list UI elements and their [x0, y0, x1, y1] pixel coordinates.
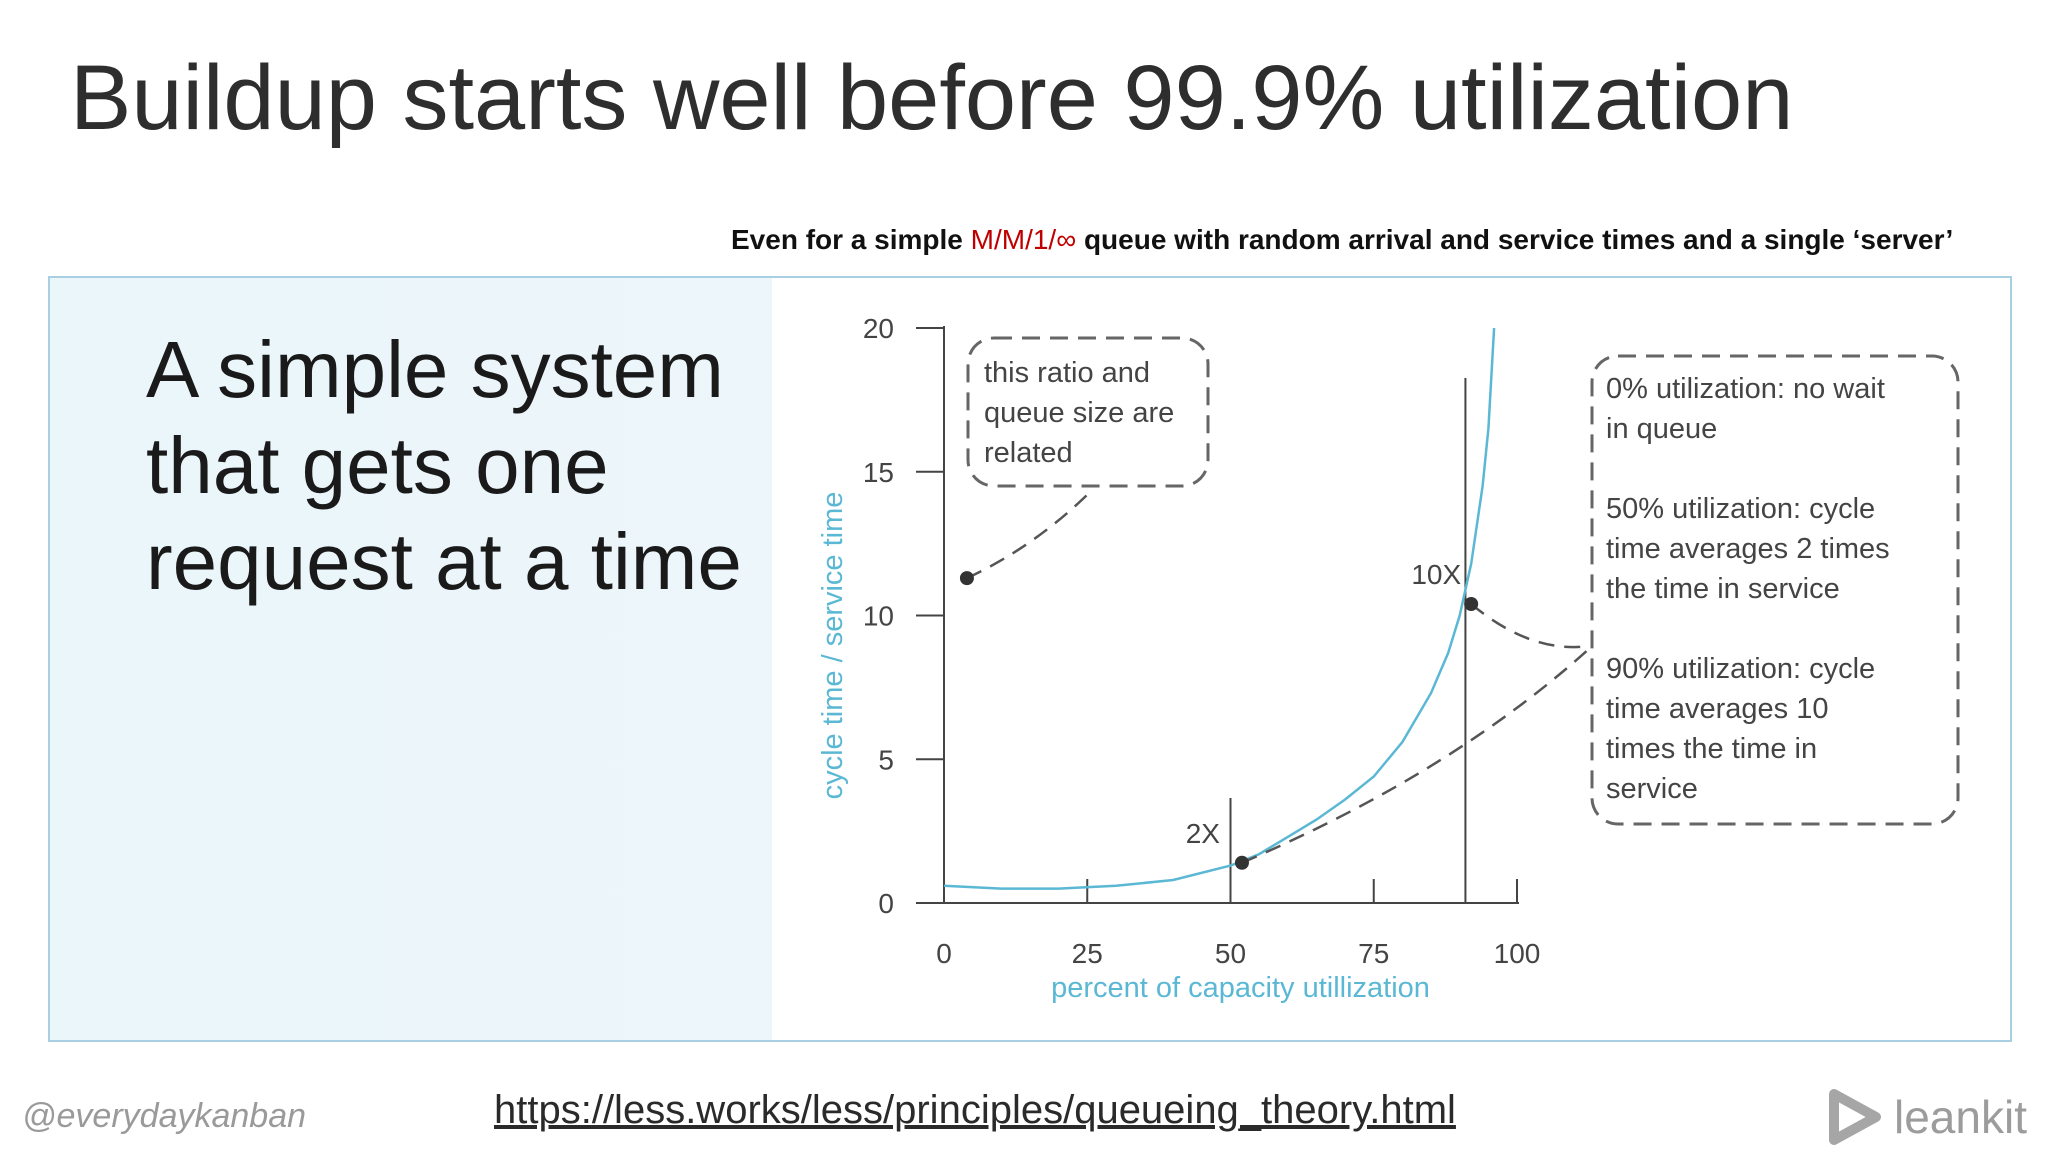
- footer-handle: @everydaykanban: [22, 1097, 307, 1135]
- x-tick-label: 25: [1072, 938, 1103, 969]
- util-note-line: in queue: [1606, 413, 1717, 445]
- subtitle-queue-notation: M/M/1/∞: [970, 224, 1077, 255]
- util-note-line: time averages 2 times: [1606, 533, 1890, 565]
- x-tick-label: 50: [1215, 938, 1246, 969]
- util-notes-box: [1590, 354, 1960, 826]
- system-description: A simple system that gets one request at…: [146, 325, 742, 606]
- y-tick-label: 0: [878, 888, 894, 919]
- ratio-note-line: queue size are: [984, 397, 1174, 429]
- util-note-line: service: [1606, 773, 1698, 805]
- y-tick-label: 5: [878, 744, 894, 775]
- cycle-time-line: [943, 327, 1496, 890]
- util-note-line: times the time in: [1606, 733, 1817, 765]
- source-link[interactable]: https://less.works/less/principles/queue…: [494, 1088, 1456, 1132]
- brand: leankit: [1826, 1082, 2027, 1152]
- marker-label: 10X: [1411, 559, 1461, 590]
- marker-point: [1234, 855, 1249, 870]
- brand-name: leankit: [1894, 1091, 2027, 1143]
- x-tick-label: 75: [1358, 938, 1389, 969]
- marker-point: [1464, 597, 1479, 611]
- x-tick-label: 100: [1494, 938, 1541, 969]
- leader-50pct: [1241, 647, 1591, 864]
- y-tick-label: 10: [863, 601, 894, 632]
- x-tick-label: 0: [936, 938, 952, 969]
- leader-90pct: [1470, 603, 1591, 649]
- subtitle-suffix: queue with random arrival and service ti…: [1076, 224, 1954, 255]
- marker-label: 2X: [1186, 818, 1221, 849]
- marker-point: [959, 571, 974, 586]
- leankit-logo-icon: [1829, 1089, 1881, 1145]
- util-note-line: the time in service: [1606, 573, 1840, 605]
- ratio-note-line: related: [984, 437, 1073, 469]
- util-note-line: 0% utilization: no wait: [1606, 373, 1885, 405]
- queueing-chart: 0 5 10 15 20 0 25 50 75 100 percent of capacity ut…: [817, 313, 1960, 1004]
- y-tick-label: 15: [863, 457, 894, 488]
- leader-ratio: [966, 494, 1088, 580]
- x-axis-title: percent of capacity utillization: [1051, 972, 1430, 1004]
- y-axis-title: cycle time / service time: [817, 492, 849, 800]
- util-note-line: 90% utilization: cycle: [1606, 653, 1875, 685]
- util-note-line: time averages 10: [1606, 693, 1828, 725]
- subtitle-prefix: Even for a simple: [731, 224, 971, 255]
- chart-subtitle: Even for a simple M/M/1/∞ queue with ran…: [731, 224, 1953, 256]
- util-note-line: 50% utilization: cycle: [1606, 493, 1875, 525]
- ratio-note-line: this ratio and: [984, 357, 1150, 389]
- ratio-note-box: [966, 336, 1210, 488]
- y-tick-label: 20: [863, 313, 894, 344]
- slide-title: Buildup starts well before 99.9% utiliza…: [70, 47, 1794, 149]
